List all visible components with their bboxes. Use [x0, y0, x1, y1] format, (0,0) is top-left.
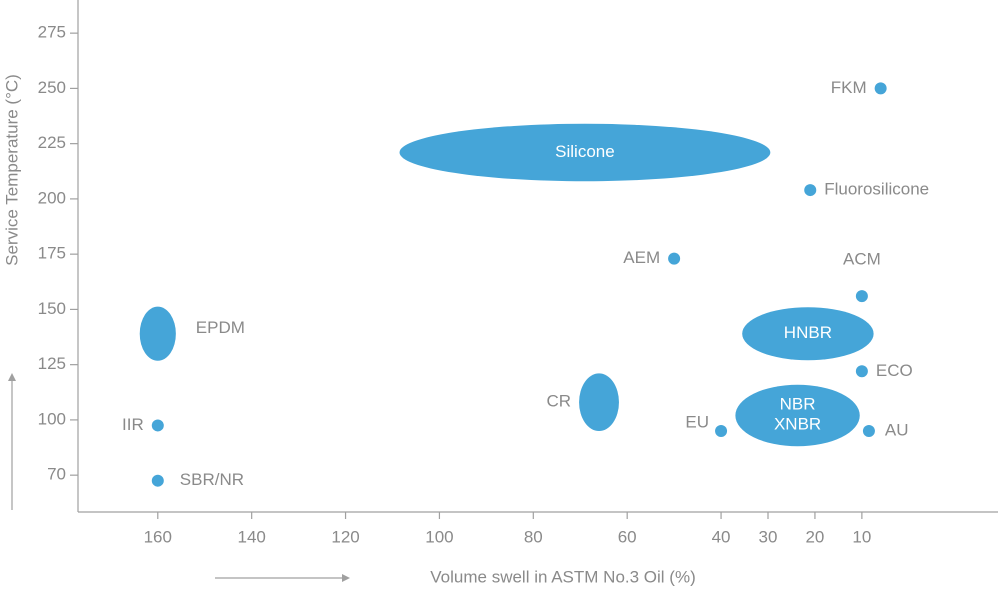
x-tick-label: 60 — [618, 527, 637, 546]
y-tick-label: 150 — [38, 299, 66, 318]
x-arrow-head — [342, 574, 350, 582]
ellipse-mark — [735, 384, 860, 447]
point — [151, 419, 164, 432]
ellipse-mark — [579, 373, 619, 432]
point — [874, 82, 887, 95]
ellipse-mark — [742, 307, 874, 361]
x-tick-label: 140 — [237, 527, 265, 546]
point — [862, 424, 875, 437]
point-label: SBR/NR — [180, 470, 244, 489]
x-tick-label: 80 — [524, 527, 543, 546]
y-tick-label: 125 — [38, 354, 66, 373]
point-label: NBR XNBR — [774, 395, 821, 434]
y-tick-label: 250 — [38, 78, 66, 97]
y-tick-label: 100 — [38, 409, 66, 428]
point-label: ECO — [876, 361, 913, 380]
x-tick-label: 100 — [425, 527, 453, 546]
y-tick-label: 225 — [38, 133, 66, 152]
point — [855, 365, 868, 378]
x-tick-label: 40 — [712, 527, 731, 546]
x-tick-label: 30 — [759, 527, 778, 546]
y-tick-label: 275 — [38, 23, 66, 42]
point — [151, 474, 164, 487]
point — [668, 252, 681, 265]
point-label: AU — [885, 420, 909, 439]
point-label: HNBR — [784, 323, 832, 342]
x-tick-label: 120 — [331, 527, 359, 546]
x-tick-label: 10 — [852, 527, 871, 546]
point — [715, 424, 728, 437]
point-label: Fluorosilicone — [824, 180, 929, 199]
point-label: EPDM — [196, 318, 245, 337]
y-arrow-head — [8, 373, 16, 381]
x-axis-title: Volume swell in ASTM No.3 Oil (%) — [430, 567, 695, 586]
x-tick-label: 20 — [805, 527, 824, 546]
ellipse-mark — [139, 306, 176, 361]
point-label: IIR — [122, 415, 144, 434]
point-label: EU — [685, 412, 709, 431]
y-tick-label: 200 — [38, 188, 66, 207]
point — [855, 290, 868, 303]
ellipse-mark — [399, 123, 771, 182]
y-axis-title: Service Temperature (°C) — [2, 74, 21, 266]
x-tick-label: 160 — [144, 527, 172, 546]
point-label: Silicone — [555, 142, 615, 161]
point-label: AEM — [623, 248, 660, 267]
point — [804, 184, 817, 197]
y-tick-label: 70 — [47, 465, 66, 484]
point-label: FKM — [831, 78, 867, 97]
point-label: ACM — [843, 250, 881, 269]
point-label: CR — [546, 392, 571, 411]
y-tick-label: 175 — [38, 244, 66, 263]
